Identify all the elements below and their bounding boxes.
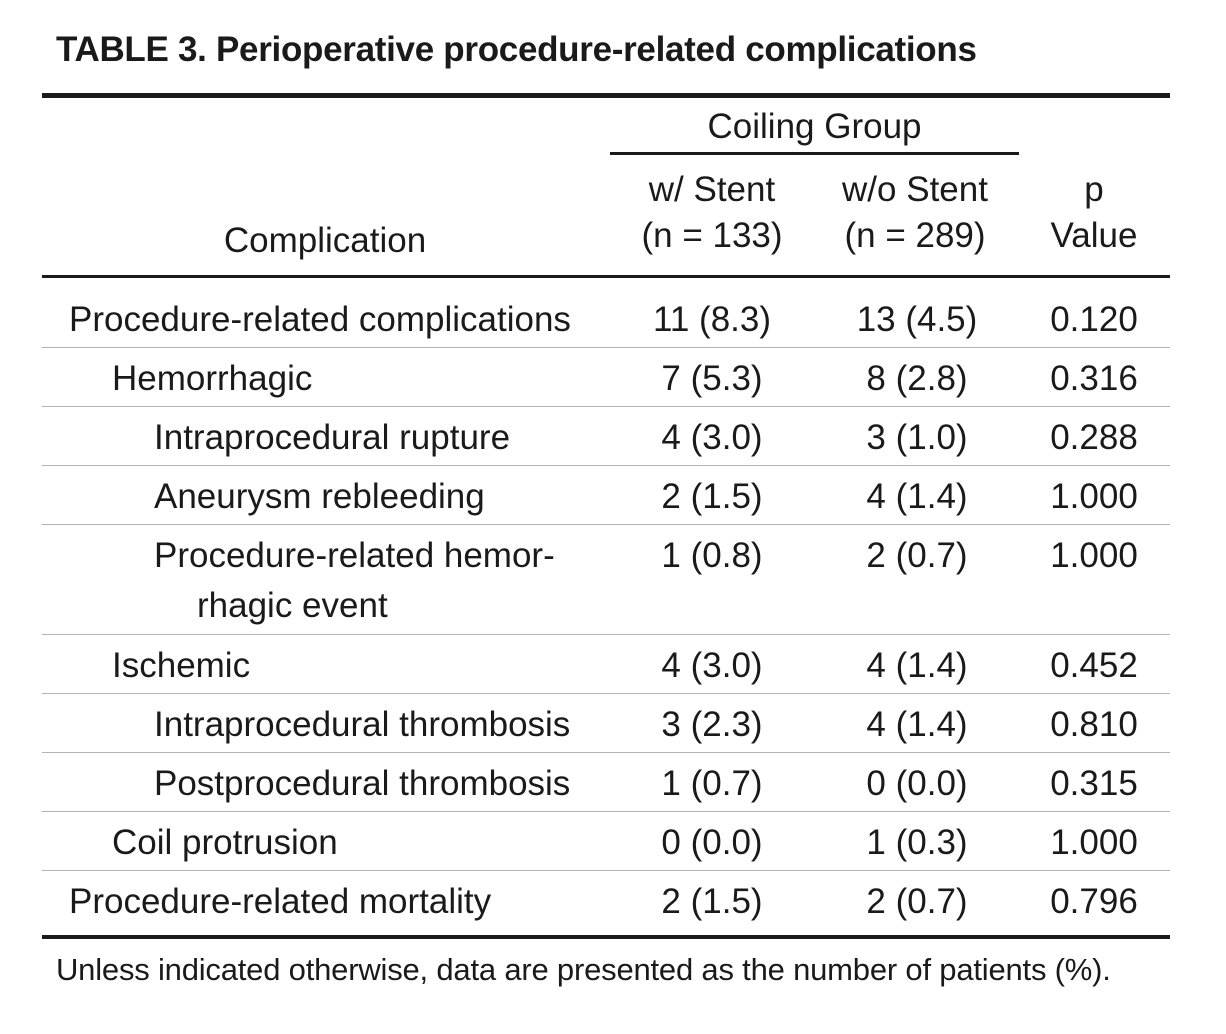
table-row: Aneurysm rebleeding 2 (1.5) 4 (1.4) 1.00… (42, 466, 1170, 525)
with-stent-value: 3 (2.3) (661, 705, 763, 744)
table-row: Procedure-related hemor- rhagic event 1 … (42, 525, 1170, 635)
without-stent-value: 4 (1.4) (866, 646, 968, 685)
table-row: Intraprocedural thrombosis 3 (2.3) 4 (1.… (42, 694, 1170, 753)
p-value-column-header: p Value (1020, 167, 1168, 259)
row-label-wrapped: Procedure-related hemor- rhagic event (154, 531, 555, 631)
table-row: Coil protrusion 0 (0.0) 1 (0.3) 1.000 (42, 812, 1170, 871)
row-label: Procedure-related complications (69, 300, 571, 339)
p-value: 0.288 (1050, 418, 1138, 457)
p-value: 0.120 (1050, 300, 1138, 339)
coiling-group-header: Coiling Group (707, 107, 922, 146)
with-stent-value: 2 (1.5) (661, 477, 763, 516)
with-stent-value: 11 (8.3) (652, 300, 772, 339)
with-stent-n-line: (n = 133) (641, 216, 783, 255)
without-stent-value: 1 (0.3) (866, 823, 968, 862)
with-stent-value: 1 (0.7) (661, 764, 763, 803)
without-stent-n-line: (n = 289) (844, 216, 986, 255)
with-stent-value: 1 (0.8) (661, 536, 763, 575)
table-header-rule (42, 275, 1170, 278)
table-row: Procedure-related complications 11 (8.3)… (42, 289, 1170, 348)
without-stent-value: 2 (0.7) (866, 536, 968, 575)
p-value: 0.315 (1050, 764, 1138, 803)
table-row: Postprocedural thrombosis 1 (0.7) 0 (0.0… (42, 753, 1170, 812)
p-value: 0.316 (1050, 359, 1138, 398)
p-value: 0.452 (1050, 646, 1138, 685)
row-label: Intraprocedural thrombosis (154, 705, 571, 744)
without-stent-column-header: w/o Stent (n = 289) (815, 167, 1015, 259)
without-stent-header-line: w/o Stent (842, 170, 988, 209)
without-stent-value: 8 (2.8) (866, 359, 968, 398)
without-stent-value: 2 (0.7) (866, 882, 968, 921)
p-value: 1.000 (1050, 823, 1138, 862)
table-row: Hemorrhagic 7 (5.3) 8 (2.8) 0.316 (42, 348, 1170, 407)
table-bottom-rule (42, 935, 1170, 939)
table-row: Procedure-related mortality 2 (1.5) 2 (0… (42, 871, 1170, 929)
row-label: Procedure-related mortality (69, 882, 492, 921)
p-value: 0.810 (1050, 705, 1138, 744)
p-value: 0.796 (1050, 882, 1138, 921)
row-label: Coil protrusion (112, 823, 338, 862)
with-stent-value: 4 (3.0) (661, 418, 763, 457)
without-stent-value: 0 (0.0) (866, 764, 968, 803)
with-stent-value: 7 (5.3) (661, 359, 763, 398)
coiling-group-rule (610, 152, 1019, 155)
table-title: TABLE 3. Perioperative procedure-related… (56, 30, 977, 69)
p-value-header-line2: Value (1050, 216, 1138, 255)
table-top-rule (42, 93, 1170, 98)
table-row: Intraprocedural rupture 4 (3.0) 3 (1.0) … (42, 407, 1170, 466)
with-stent-column-header: w/ Stent (n = 133) (612, 167, 812, 259)
row-label: Hemorrhagic (112, 359, 313, 398)
row-label-continuation: rhagic event (197, 586, 388, 625)
table-footnote: Unless indicated otherwise, data are pre… (56, 952, 1111, 987)
row-label: Intraprocedural rupture (154, 418, 511, 457)
with-stent-value: 2 (1.5) (661, 882, 763, 921)
row-label: Aneurysm rebleeding (154, 477, 485, 516)
table-body: Procedure-related complications 11 (8.3)… (42, 289, 1170, 929)
with-stent-value: 0 (0.0) (661, 823, 763, 862)
row-label: Postprocedural thrombosis (154, 764, 571, 803)
table-row: Ischemic 4 (3.0) 4 (1.4) 0.452 (42, 635, 1170, 694)
p-value: 1.000 (1050, 536, 1138, 575)
p-value: 1.000 (1050, 477, 1138, 516)
without-stent-value: 3 (1.0) (866, 418, 968, 457)
without-stent-value: 13 (4.5) (856, 300, 978, 339)
row-label: Procedure-related hemor- (154, 536, 555, 575)
p-value-header-line1: p (1084, 170, 1104, 209)
complication-column-header: Complication (223, 221, 427, 260)
without-stent-value: 4 (1.4) (866, 477, 968, 516)
with-stent-header-line: w/ Stent (648, 170, 776, 209)
without-stent-value: 4 (1.4) (866, 705, 968, 744)
with-stent-value: 4 (3.0) (661, 646, 763, 685)
row-label: Ischemic (112, 646, 251, 685)
